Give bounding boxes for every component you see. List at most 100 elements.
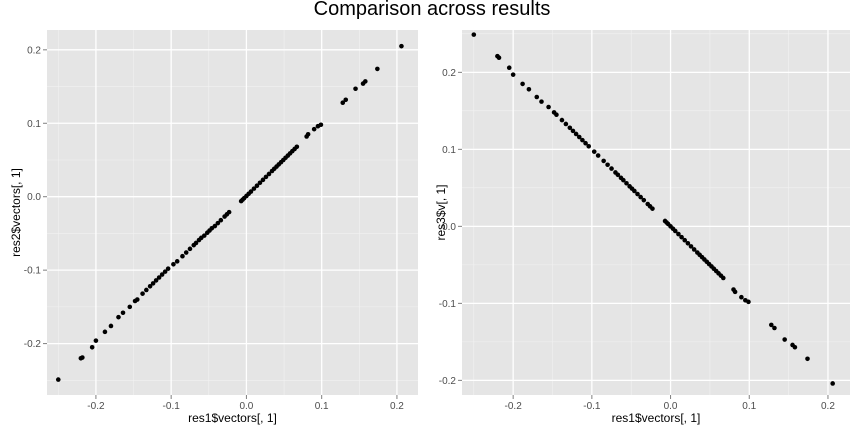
data-point bbox=[609, 166, 614, 171]
data-point bbox=[691, 247, 697, 252]
data-point bbox=[120, 310, 126, 316]
data-point bbox=[679, 234, 684, 240]
data-point bbox=[150, 281, 156, 286]
x-tick-label: 0.2 bbox=[390, 401, 404, 412]
y-tick-label: -0.2 bbox=[439, 376, 457, 387]
data-point bbox=[676, 231, 681, 237]
x-tick-label: -0.1 bbox=[583, 401, 601, 412]
x-tick-label: 0.0 bbox=[239, 401, 253, 412]
data-point bbox=[55, 377, 61, 382]
data-point bbox=[93, 338, 99, 343]
data-point bbox=[615, 172, 621, 178]
data-point bbox=[576, 134, 582, 140]
data-point bbox=[768, 322, 774, 328]
data-point bbox=[635, 191, 640, 197]
data-point bbox=[305, 131, 311, 137]
x-tick-label: 0.1 bbox=[742, 401, 756, 412]
data-point bbox=[340, 100, 346, 106]
data-point bbox=[187, 246, 193, 252]
data-point bbox=[89, 344, 95, 350]
data-point bbox=[672, 228, 678, 234]
data-point bbox=[506, 65, 512, 71]
data-point bbox=[583, 140, 588, 146]
data-point bbox=[586, 143, 592, 149]
data-point bbox=[80, 355, 85, 360]
data-point bbox=[116, 314, 121, 320]
data-point bbox=[294, 144, 300, 150]
data-point bbox=[174, 259, 180, 264]
data-point bbox=[260, 177, 266, 183]
data-point bbox=[266, 171, 272, 177]
data-point bbox=[510, 72, 516, 77]
data-point bbox=[605, 162, 610, 168]
data-point bbox=[108, 323, 114, 329]
x-axis-label: res1$vectors[, 1] bbox=[612, 411, 701, 425]
data-point bbox=[534, 94, 540, 100]
y-tick-label: 0.1 bbox=[442, 145, 456, 156]
data-point bbox=[591, 149, 597, 154]
data-point bbox=[135, 297, 140, 302]
y-tick-label: 0.2 bbox=[27, 45, 41, 56]
data-point bbox=[830, 381, 835, 386]
data-point bbox=[732, 289, 738, 295]
data-point bbox=[215, 220, 221, 226]
data-point bbox=[102, 329, 108, 335]
y-tick-label: -0.1 bbox=[24, 266, 42, 277]
data-point bbox=[650, 206, 655, 211]
data-point bbox=[792, 344, 798, 350]
data-point bbox=[471, 32, 477, 37]
data-point bbox=[546, 104, 551, 110]
data-point bbox=[526, 86, 532, 92]
y-tick-label: 0.2 bbox=[442, 68, 456, 79]
y-tick-label: 0.0 bbox=[442, 222, 456, 233]
y-tick-label: 0.1 bbox=[27, 119, 41, 130]
data-point bbox=[343, 97, 349, 103]
data-point bbox=[171, 261, 176, 267]
data-point bbox=[746, 299, 751, 305]
data-point bbox=[682, 237, 688, 243]
data-point bbox=[772, 325, 777, 331]
data-point bbox=[621, 177, 626, 183]
x-tick-label: 0.2 bbox=[821, 401, 835, 412]
data-point bbox=[254, 183, 260, 188]
data-point bbox=[193, 240, 199, 246]
x-tick-label: -0.1 bbox=[163, 401, 181, 412]
data-point bbox=[573, 131, 579, 137]
data-point bbox=[563, 121, 569, 127]
scatter-chart-right: -0.2 -0.1 0.0 0.1 0.2 -0.2 -0.1 0.0 0.1 0.2 res1$v… bbox=[434, 30, 850, 425]
data-point bbox=[782, 337, 787, 342]
data-point bbox=[147, 284, 153, 289]
data-point bbox=[624, 180, 629, 186]
data-point bbox=[805, 356, 810, 362]
data-point bbox=[180, 253, 185, 259]
data-point bbox=[156, 275, 162, 280]
data-point bbox=[363, 79, 368, 84]
y-tick-label: 0.0 bbox=[27, 192, 41, 203]
data-point bbox=[567, 125, 573, 131]
data-point bbox=[554, 112, 559, 118]
data-point bbox=[353, 86, 358, 92]
data-point bbox=[580, 137, 585, 143]
data-point bbox=[375, 66, 380, 72]
data-point bbox=[251, 186, 257, 191]
data-point bbox=[685, 241, 691, 246]
data-point bbox=[399, 43, 404, 49]
data-point bbox=[183, 250, 189, 255]
data-point bbox=[212, 223, 218, 229]
plot-panel bbox=[462, 30, 850, 395]
data-point bbox=[263, 174, 269, 180]
data-point bbox=[559, 117, 565, 123]
data-point bbox=[127, 304, 133, 310]
data-point bbox=[688, 244, 694, 249]
y-axis-label: res2$vectors[, 1] bbox=[9, 168, 23, 257]
data-point bbox=[226, 209, 232, 215]
x-axis-label: res1$vectors[, 1] bbox=[188, 411, 277, 425]
data-point bbox=[720, 275, 726, 281]
x-tick-label: 0.1 bbox=[315, 401, 329, 412]
data-point bbox=[318, 122, 324, 128]
data-point bbox=[248, 189, 254, 194]
data-point bbox=[601, 158, 606, 164]
data-point bbox=[159, 272, 165, 277]
figure-title: Comparison across results bbox=[313, 0, 551, 20]
